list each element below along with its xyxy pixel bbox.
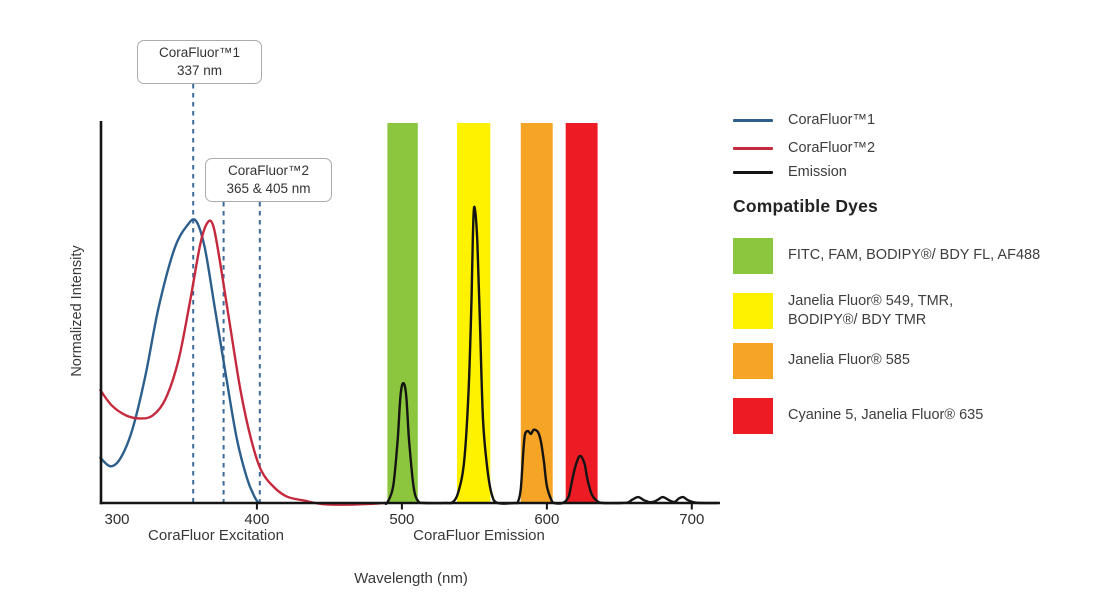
emission-section-label: CoraFluor Emission [413, 527, 545, 544]
dye-label: Cyanine 5, Janelia Fluor® 635 [788, 407, 984, 424]
legend-line-swatch [733, 118, 773, 122]
x-tick-label: 300 [104, 511, 130, 528]
x-tick-label: 700 [679, 511, 705, 528]
legend-item-corafluor2: CoraFluor™2 [733, 140, 875, 156]
dye-row-red: Cyanine 5, Janelia Fluor® 635 [733, 398, 983, 434]
x-tick-label: 500 [389, 511, 415, 528]
dye-row-orange: Janelia Fluor® 585 [733, 343, 910, 379]
emission-band [520, 123, 553, 503]
y-axis-title: Normalized Intensity [69, 245, 85, 377]
excitation-curve-1 [99, 218, 260, 505]
legend-item-corafluor1: CoraFluor™1 [733, 112, 875, 128]
dye-color-swatch [733, 293, 773, 330]
x-tick-label: 400 [244, 511, 270, 528]
callout-value: 337 nm [176, 63, 223, 78]
callout-title: CoraFluor™2 [227, 163, 310, 179]
callout-corafluor2-excitation: CoraFluor™2 365 & 405 nm [205, 158, 332, 202]
dye-color-swatch [733, 238, 773, 274]
x-tick-label: 600 [534, 511, 560, 528]
dye-color-swatch [733, 398, 773, 434]
emission-curve [383, 205, 718, 506]
callout-title: CoraFluor™1 [158, 45, 241, 61]
legend-line-swatch [733, 146, 773, 150]
dye-label: Janelia Fluor® 549, TMR, BODIPY®/ BDY TM… [788, 293, 954, 329]
compatible-dyes-heading: Compatible Dyes [733, 196, 878, 216]
x-axis-title: Wavelength (nm) [354, 570, 468, 587]
dye-label: Janelia Fluor® 585 [788, 352, 910, 369]
legend-item-label: CoraFluor™1 [788, 112, 876, 128]
dye-row-green: FITC, FAM, BODIPY®/ BDY FL, AF488 [733, 238, 1040, 274]
excitation-section-label: CoraFluor Excitation [148, 527, 284, 544]
dye-label: FITC, FAM, BODIPY®/ BDY FL, AF488 [788, 247, 1041, 264]
legend: CoraFluor™1 CoraFluor™2 Emission Compati… [733, 0, 1103, 612]
legend-item-label: CoraFluor™2 [788, 140, 876, 156]
legend-item-emission: Emission [733, 164, 847, 180]
legend-item-label: Emission [788, 164, 847, 180]
emission-band [387, 123, 418, 503]
callout-corafluor1-excitation: CoraFluor™1 337 nm [137, 40, 262, 84]
legend-line-swatch [733, 170, 773, 174]
callout-value: 365 & 405 nm [226, 181, 311, 196]
dye-row-yellow: Janelia Fluor® 549, TMR, BODIPY®/ BDY TM… [733, 292, 953, 330]
dye-color-swatch [733, 343, 773, 379]
emission-band [565, 123, 598, 503]
